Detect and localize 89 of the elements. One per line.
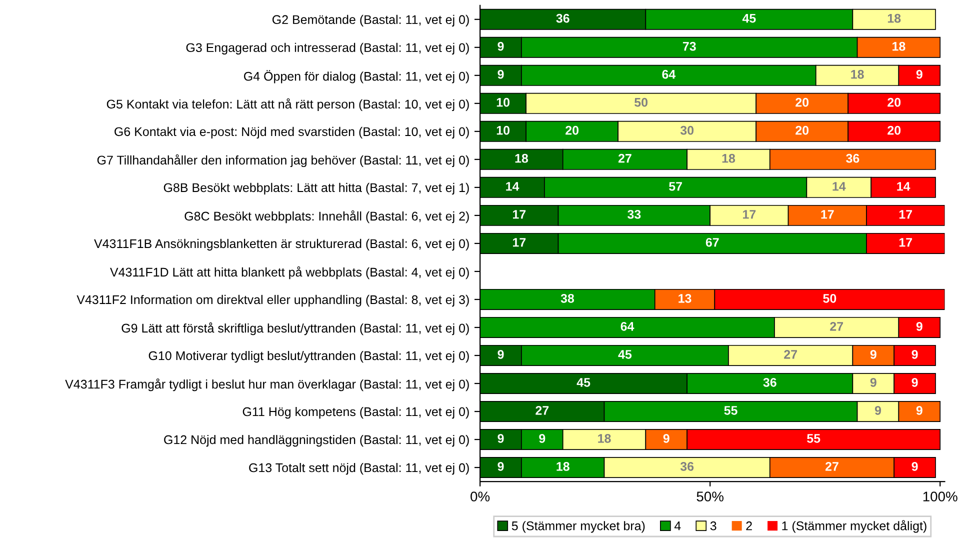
data-label: 50 — [823, 294, 836, 303]
data-label: 27 — [536, 406, 549, 415]
y-tick-label: G5 Kontakt via telefon: Lätt att nå rätt person (Bastal: 10, vet ej 0) — [106, 98, 469, 112]
data-label: 14 — [897, 182, 910, 191]
y-tick-label: G13 Totalt sett nöjd (Bastal: 11, vet ej 0) — [249, 462, 469, 475]
data-label: 9 — [916, 70, 922, 79]
data-label: 9 — [539, 434, 546, 443]
data-label: 36 — [556, 14, 570, 23]
data-label: 55 — [724, 406, 738, 415]
data-label: 17 — [512, 238, 526, 247]
data-label: 9 — [870, 350, 876, 359]
legend-label: 5 (Stämmer mycket bra) — [512, 521, 645, 533]
data-label: 14 — [832, 182, 846, 191]
data-label: 64 — [620, 322, 634, 331]
data-label: 17 — [899, 210, 912, 219]
data-label: 9 — [663, 434, 670, 443]
data-label: 9 — [870, 378, 876, 387]
y-tick-label: G11 Hög kompetens (Bastal: 11, vet ej 0) — [242, 406, 469, 419]
data-label: 18 — [888, 14, 901, 23]
data-label: 14 — [506, 182, 520, 191]
data-label: 45 — [618, 350, 632, 359]
data-label: 27 — [825, 462, 838, 471]
y-tick-label: G12 Nöjd med handläggningstiden (Bastal: 11, vet ej 0) — [164, 434, 469, 447]
data-label: 18 — [892, 42, 906, 51]
data-label: 73 — [682, 42, 696, 51]
data-label: 27 — [830, 322, 843, 331]
data-label: 30 — [680, 126, 694, 135]
data-label: 17 — [899, 238, 912, 247]
y-tick-label: V4311F1D Lätt att hitta blankett på webbplats (Bastal: 4, vet ej 0) — [110, 266, 469, 280]
data-label: 57 — [669, 182, 682, 191]
x-tick-label: 0% — [470, 492, 490, 502]
legend-label: 4 — [674, 522, 681, 530]
data-label: 33 — [628, 210, 641, 219]
data-label: 18 — [598, 434, 611, 443]
data-label: 10 — [496, 126, 510, 135]
data-label: 9 — [916, 322, 922, 331]
data-label: 13 — [678, 294, 692, 303]
data-label: 50 — [634, 98, 648, 107]
data-label: 18 — [556, 462, 570, 471]
data-label: 36 — [680, 462, 694, 471]
y-tick-label: V4311F3 Framgår tydligt i beslut hur man överklagar (Bastal: 11, vet ej 0) — [65, 378, 469, 392]
data-label: 36 — [763, 378, 776, 387]
data-label: 9 — [916, 406, 922, 415]
data-label: 55 — [807, 434, 820, 443]
data-label: 17 — [821, 210, 834, 219]
legend-label: 1 (Stämmer mycket dåligt) — [782, 520, 926, 533]
legend-label: 2 — [746, 521, 752, 530]
data-label: 9 — [498, 462, 504, 471]
data-label: 38 — [560, 294, 574, 303]
data-label: 27 — [618, 154, 632, 163]
data-label: 45 — [576, 378, 590, 387]
data-label: 67 — [706, 238, 719, 247]
data-label: 20 — [796, 126, 809, 135]
data-label: 9 — [912, 350, 918, 359]
y-tick-label: G9 Lätt att förstå skriftliga beslut/yttranden (Bastal: 11, vet ej 0) — [122, 322, 469, 336]
y-tick-label: G4 Öppen för dialog (Bastal: 11, vet ej 0) — [244, 70, 469, 84]
y-tick-label: G10 Motiverar tydligt beslut/yttranden (Bastal: 11, vet ej 0) — [148, 350, 469, 363]
data-label: 9 — [498, 70, 504, 79]
y-tick-label: G8B Besökt webbplats: Lätt att hitta (Bastal: 7, vet ej 1) — [164, 182, 469, 195]
data-label: 20 — [888, 98, 901, 107]
y-tick-label: G3 Engagerad och intresserad (Bastal: 11, vet ej 0) — [186, 42, 469, 55]
legend-label: 3 — [710, 521, 716, 530]
x-tick-label: 50% — [696, 492, 724, 502]
data-label: 9 — [498, 350, 504, 359]
data-label: 18 — [722, 154, 736, 163]
data-label: 17 — [743, 210, 756, 219]
y-tick-label: V4311F1B Ansökningsblanketten är strukturerad (Bastal: 6, vet ej 0) — [94, 238, 469, 251]
data-label: 45 — [742, 14, 756, 23]
data-label: 9 — [874, 406, 882, 415]
x-tick-label: 100% — [923, 492, 958, 502]
data-label: 20 — [888, 126, 901, 135]
y-tick-label: G8C Besökt webbplats: Innehåll (Bastal: 6, vet ej 2) — [184, 210, 469, 224]
data-label: 27 — [784, 350, 797, 359]
y-tick-label: V4311F2 Information om direktval eller upphandling (Bastal: 8, vet ej 3) — [76, 294, 469, 307]
data-label: 20 — [796, 98, 809, 107]
data-label: 18 — [515, 154, 528, 163]
y-tick-label: G2 Bemötande (Bastal: 11, vet ej 0) — [272, 14, 469, 27]
data-label: 36 — [846, 154, 860, 163]
data-label: 9 — [912, 378, 918, 387]
data-label: 18 — [851, 70, 864, 79]
y-tick-label: G7 Tillhandahåller den information jag behöver (Bastal: 11, vet ej 0) — [97, 154, 469, 168]
y-tick-label: G6 Kontakt via e-post: Nöjd med svarstiden (Bastal: 10, vet ej 0) — [114, 126, 469, 139]
data-label: 9 — [498, 42, 504, 51]
data-label: 9 — [912, 462, 918, 471]
data-label: 17 — [512, 210, 526, 219]
data-label: 10 — [496, 98, 510, 107]
data-label: 64 — [662, 70, 676, 79]
data-label: 20 — [566, 126, 579, 135]
data-label: 9 — [498, 434, 504, 443]
